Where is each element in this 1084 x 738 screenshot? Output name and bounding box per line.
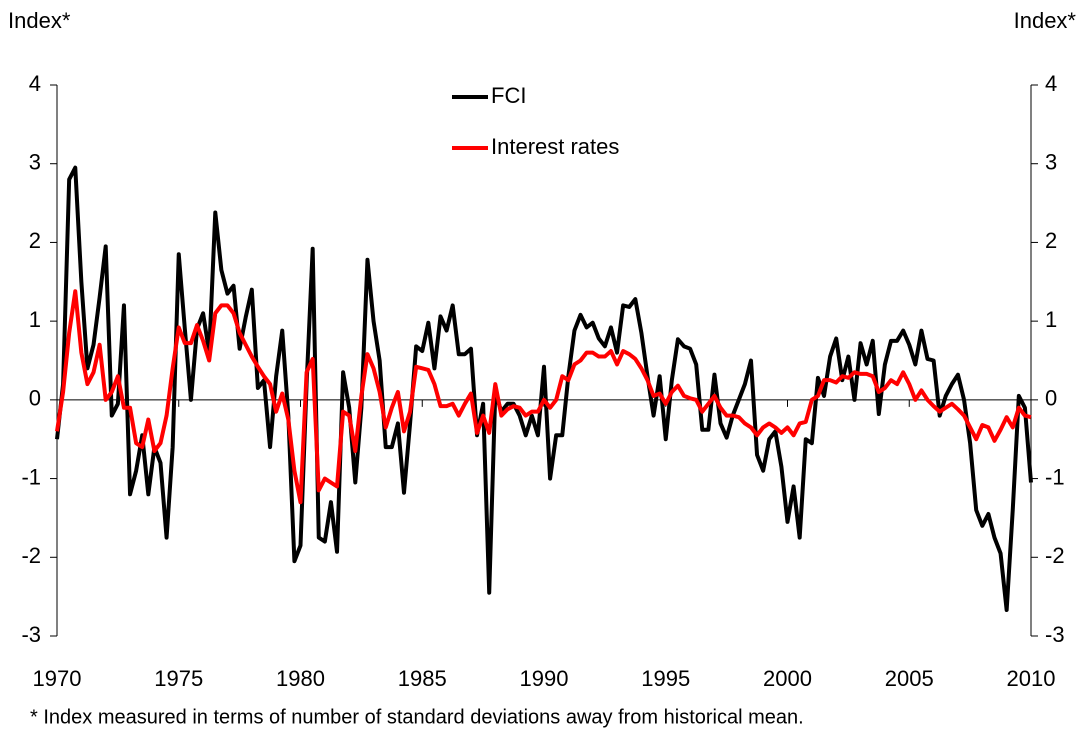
x-tick-label: 1995 <box>641 666 690 691</box>
y-tick-label: -2 <box>21 543 41 568</box>
x-tick-label: 1990 <box>520 666 569 691</box>
footnote: * Index measured in terms of number of s… <box>30 706 804 728</box>
y-tick-label: -3 <box>21 622 41 647</box>
legend-label: FCI <box>491 83 526 108</box>
x-tick-label: 1985 <box>398 666 447 691</box>
series-line <box>55 165 1033 613</box>
y-tick-label: -1 <box>21 464 41 489</box>
y-tick-label: 3 <box>29 150 41 175</box>
y2-tick-label: 3 <box>1045 150 1057 175</box>
x-tick-label: 1970 <box>33 666 82 691</box>
y2-tick-label: 2 <box>1045 228 1057 253</box>
x-tick-label: 1975 <box>154 666 203 691</box>
series-line <box>55 289 1032 505</box>
y-tick-label: 0 <box>29 386 41 411</box>
y2-tick-label: 4 <box>1045 71 1057 96</box>
x-tick-label: 2010 <box>1007 666 1056 691</box>
y2-tick-label: 0 <box>1045 386 1057 411</box>
x-tick-label: 1980 <box>276 666 325 691</box>
y2-tick-label: -3 <box>1045 622 1065 647</box>
y2-tick-label: -1 <box>1045 464 1065 489</box>
y2-axis-label: Index* <box>1014 8 1077 33</box>
legend-label: Interest rates <box>491 134 619 159</box>
y-tick-label: 2 <box>29 228 41 253</box>
x-tick-label: 2000 <box>763 666 812 691</box>
y-tick-label: 1 <box>29 307 41 332</box>
y2-tick-label: 1 <box>1045 307 1057 332</box>
y2-tick-label: -2 <box>1045 543 1065 568</box>
y-tick-label: 4 <box>29 71 41 96</box>
y-axis-label: Index* <box>8 8 71 33</box>
x-tick-label: 2005 <box>885 666 934 691</box>
